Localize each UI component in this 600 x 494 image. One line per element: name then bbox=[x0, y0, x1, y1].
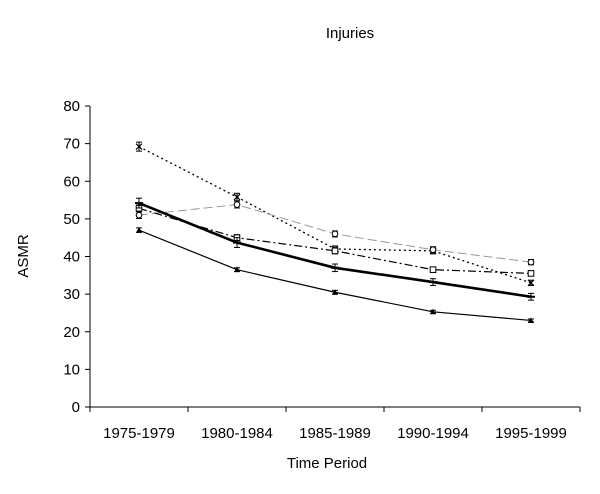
data-point bbox=[136, 227, 142, 233]
y-axis-title: ASMR bbox=[15, 234, 32, 278]
data-point bbox=[429, 246, 437, 254]
y-tick-label: 60 bbox=[63, 173, 80, 190]
data-point bbox=[234, 266, 240, 273]
y-tick-label: 0 bbox=[72, 399, 80, 416]
x-axis-ticks: 1975-1979 1980-1984 1985-1989 1990-1994 1995… bbox=[89, 407, 581, 442]
series-layer bbox=[135, 141, 535, 323]
data-point bbox=[527, 270, 535, 277]
data-point bbox=[135, 143, 143, 151]
data-point bbox=[331, 247, 339, 255]
x-axis-title: Time Period bbox=[287, 455, 367, 472]
y-tick-label: 20 bbox=[63, 324, 80, 341]
data-point bbox=[332, 289, 338, 295]
y-tick-label: 70 bbox=[63, 136, 80, 153]
axes bbox=[89, 106, 580, 408]
y-tick-label: 10 bbox=[63, 361, 80, 378]
y-tick-label: 30 bbox=[63, 286, 80, 303]
y-tick-label: 80 bbox=[63, 98, 80, 115]
x-tick-label: 1985-1989 bbox=[299, 425, 371, 442]
data-point bbox=[528, 317, 534, 323]
chart-title: Injuries bbox=[326, 25, 374, 42]
y-tick-label: 50 bbox=[63, 211, 80, 228]
series-3-line bbox=[138, 207, 532, 275]
series-1-line bbox=[138, 146, 532, 284]
series-4 bbox=[135, 197, 535, 301]
x-tick-label: 1975-1979 bbox=[103, 425, 175, 442]
y-axis-ticks: 0 10 20 30 40 50 60 70 80 bbox=[63, 98, 90, 416]
series-2 bbox=[135, 200, 535, 266]
data-point bbox=[527, 279, 535, 287]
data-point bbox=[331, 230, 339, 238]
series-5 bbox=[136, 227, 534, 323]
x-tick-label: 1995-1999 bbox=[495, 425, 567, 442]
y-tick-label: 40 bbox=[63, 249, 80, 266]
x-tick-label: 1980-1984 bbox=[201, 425, 273, 442]
data-point bbox=[430, 308, 436, 315]
x-tick-label: 1990-1994 bbox=[397, 425, 469, 442]
data-point bbox=[429, 266, 437, 273]
data-point bbox=[233, 193, 241, 201]
data-point bbox=[527, 258, 535, 266]
data-point bbox=[135, 211, 143, 219]
series-5-line bbox=[138, 229, 532, 322]
data-point bbox=[233, 201, 241, 208]
